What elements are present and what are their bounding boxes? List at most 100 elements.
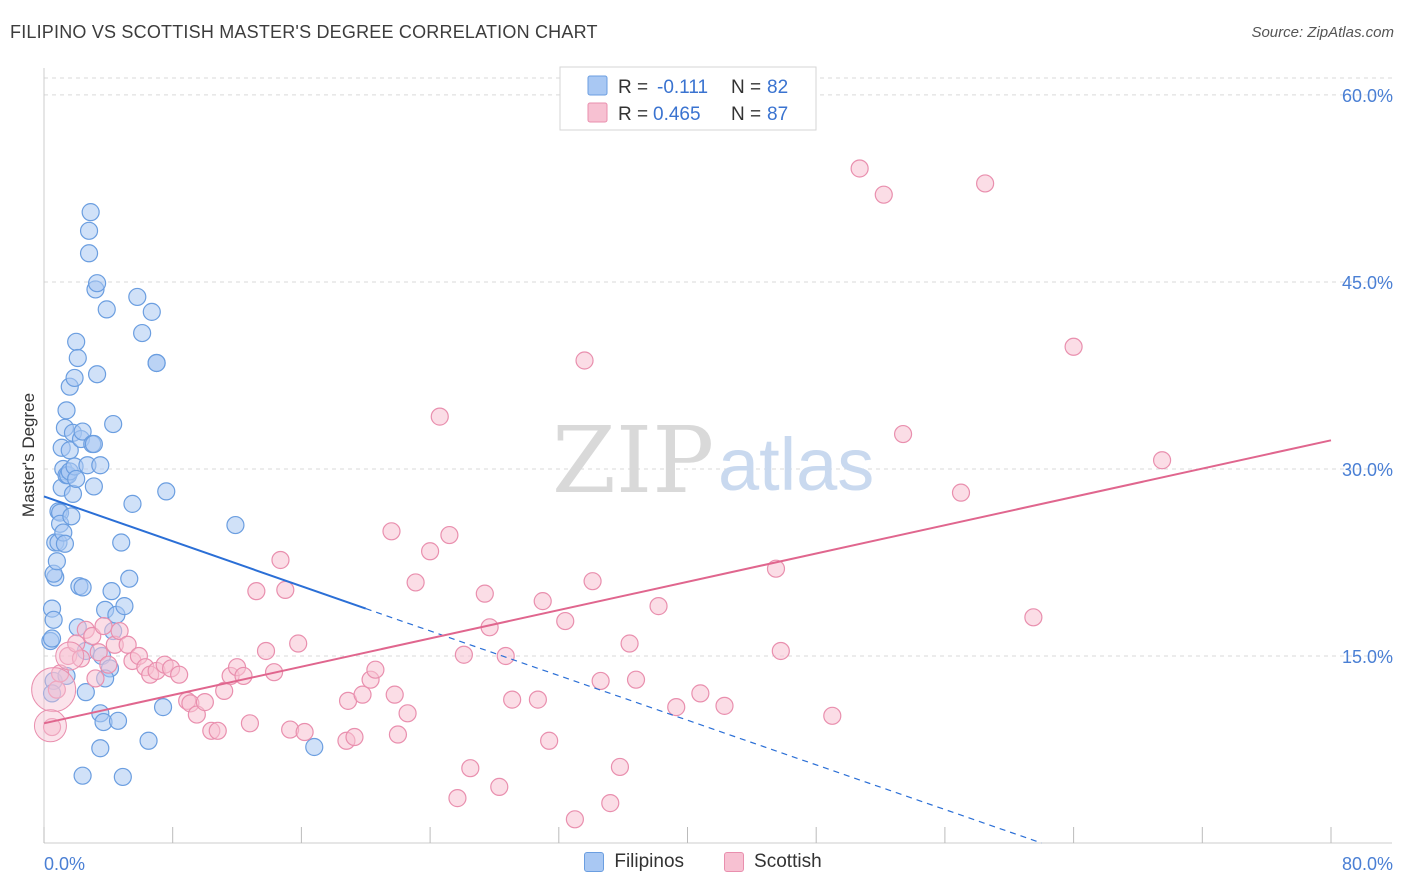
scottish-point	[976, 174, 995, 193]
filipino-point	[55, 534, 75, 553]
bottom-legend-label-filipino: Filipinos	[614, 851, 685, 872]
watermark-atlas: atlas	[718, 423, 874, 506]
filipino-point	[67, 332, 86, 351]
chart-source: Source: ZipAtlas.com	[1251, 24, 1394, 41]
legend-r-label-filipino: R =	[618, 77, 648, 98]
scottish-point	[99, 655, 118, 674]
filipino-point	[67, 469, 86, 489]
watermark: ZIP atlas	[552, 407, 874, 514]
filipino-point	[65, 368, 84, 388]
filipino-point	[115, 597, 134, 616]
scottish-point	[591, 671, 610, 691]
filipino-point	[226, 515, 245, 535]
legend-n-value-scottish: 87	[767, 104, 788, 125]
legend-r-value-filipino: -0.111	[657, 77, 708, 98]
filipino-point	[128, 287, 147, 307]
filipino-point	[84, 434, 103, 454]
y-tick-label: 60.0%	[1342, 86, 1393, 106]
legend-n-label-scottish: N =	[731, 104, 761, 125]
bottom-legend-scottish: Scottish	[724, 851, 822, 873]
scottish-point	[89, 643, 108, 662]
scottish-point	[170, 665, 189, 684]
filipino-point	[139, 731, 158, 750]
scottish-point	[715, 696, 734, 715]
scottish-point	[556, 611, 575, 631]
scottish-point	[295, 722, 314, 742]
scottish-point	[448, 789, 467, 808]
scottish-point	[475, 584, 494, 603]
x-tick-labels: 0.0% 80.0%	[44, 854, 1393, 874]
filipino-point	[91, 739, 110, 758]
filipino-point	[147, 353, 166, 373]
scottish-point	[234, 666, 253, 686]
filipino-point	[63, 484, 83, 504]
scottish-trend-line	[43, 439, 1332, 725]
filipino-point	[112, 533, 131, 552]
scottish-point	[649, 597, 668, 616]
legend-swatch-filipino	[587, 75, 608, 96]
scottish-point	[406, 573, 425, 592]
legend-r-label-scottish: R =	[618, 104, 648, 125]
scottish-point	[353, 685, 372, 704]
scottish-point	[626, 670, 646, 689]
filipino-point	[79, 244, 99, 263]
filipino-point	[47, 552, 66, 571]
legend-swatch-scottish	[587, 102, 608, 123]
scottish-point	[247, 582, 266, 601]
filipino-point	[62, 507, 81, 526]
scottish-point	[195, 693, 214, 712]
scottish-point	[86, 669, 105, 688]
scottish-point	[583, 572, 602, 591]
scottish-point	[440, 525, 459, 545]
filipino-point	[73, 766, 92, 785]
bottom-legend-swatch-filipino	[584, 852, 605, 872]
scottish-point	[454, 645, 473, 664]
scottish-point	[94, 616, 113, 636]
filipino-point	[87, 274, 107, 293]
filipino-point	[81, 203, 100, 222]
filipino-point	[97, 300, 116, 319]
scottish-point	[565, 810, 584, 829]
filipino-point	[68, 348, 87, 368]
scottish-point	[528, 690, 547, 709]
scottish-point	[271, 550, 290, 570]
scottish-point	[533, 592, 552, 611]
scottish-point	[385, 685, 404, 704]
y-tick-label: 30.0%	[1342, 460, 1393, 480]
scottish-cluster-bubble	[31, 667, 77, 713]
legend-n-value-filipino: 82	[767, 77, 788, 98]
scottish-point	[771, 641, 790, 661]
y-tick-labels: 15.0% 30.0% 45.0% 60.0%	[1342, 86, 1393, 667]
scottish-point	[1024, 608, 1043, 627]
scottish-point	[850, 159, 869, 178]
filipino-point	[79, 221, 99, 240]
scottish-point	[345, 727, 364, 747]
scottish-point	[256, 641, 276, 661]
legend-r-value-scottish: 0.465	[653, 104, 701, 125]
filipino-point	[102, 582, 121, 601]
scottish-point	[240, 714, 260, 733]
scottish-point	[893, 424, 913, 444]
scottish-point	[490, 777, 509, 796]
filipino-point	[120, 569, 139, 588]
scottish-point	[620, 634, 639, 653]
bottom-legend: Filipinos Scottish	[0, 851, 1406, 873]
bottom-legend-label-scottish: Scottish	[754, 851, 822, 872]
scottish-point	[823, 706, 842, 725]
scottish-cluster-bubble	[33, 709, 67, 743]
legend-n-label-filipino: N =	[731, 77, 761, 98]
scottish-point	[1152, 451, 1172, 470]
scottish-point	[276, 580, 295, 600]
filipino-point	[157, 482, 176, 501]
filipino-point	[153, 698, 173, 717]
filipino-point	[84, 477, 103, 496]
scottish-point	[289, 634, 308, 653]
gridlines	[44, 77, 1392, 657]
axes	[43, 68, 1392, 844]
scottish-point	[575, 351, 594, 370]
scottish-point	[398, 704, 417, 723]
trend-lines	[43, 439, 1332, 844]
bottom-legend-filipino: Filipinos	[584, 851, 684, 873]
scottish-point	[503, 690, 522, 709]
y-tick-label: 15.0%	[1342, 647, 1393, 667]
